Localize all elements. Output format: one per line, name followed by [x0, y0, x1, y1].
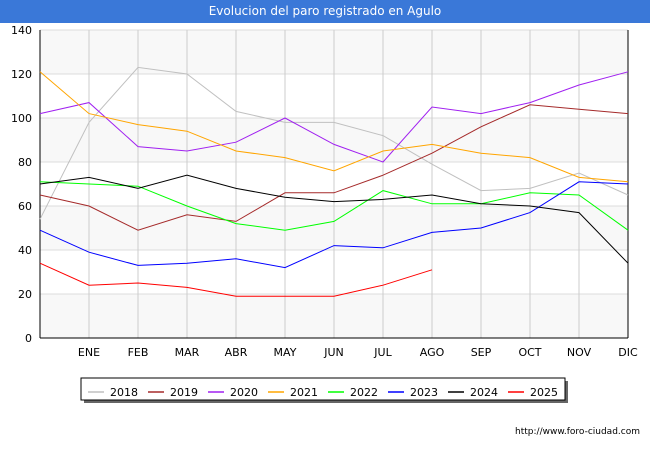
y-tick-label: 60	[18, 200, 32, 213]
x-tick-label: JUL	[373, 346, 392, 359]
x-tick-label: OCT	[518, 346, 541, 359]
x-tick-label: JUN	[323, 346, 344, 359]
x-tick-label: FEB	[128, 346, 149, 359]
legend-label: 2023	[410, 386, 438, 399]
legend-label: 2018	[110, 386, 138, 399]
y-tick-label: 20	[18, 288, 32, 301]
x-tick-label: ENE	[78, 346, 100, 359]
legend-label: 2022	[350, 386, 378, 399]
series-line-2022	[39, 181, 629, 231]
x-tick-label: MAR	[175, 346, 200, 359]
legend-label: 2020	[230, 386, 258, 399]
y-tick-label: 40	[18, 244, 32, 257]
x-tick-label: DIC	[618, 346, 638, 359]
series-line-2025	[39, 262, 433, 297]
x-tick-label: NOV	[567, 346, 592, 359]
series-line-2020	[39, 71, 629, 163]
series-line-2018	[39, 66, 629, 220]
x-tick-label: AGO	[420, 346, 445, 359]
y-tick-label: 140	[11, 24, 32, 37]
series-line-2024	[39, 174, 629, 264]
chart-title: Evolucion del paro registrado en Agulo	[0, 0, 650, 23]
legend-label: 2024	[470, 386, 498, 399]
y-tick-label: 120	[11, 68, 32, 81]
y-tick-label: 100	[11, 112, 32, 125]
x-tick-label: MAY	[274, 346, 297, 359]
legend-label: 2019	[170, 386, 198, 399]
x-tick-label: ABR	[225, 346, 248, 359]
y-tick-label: 0	[25, 332, 32, 345]
series-line-2019	[39, 104, 629, 231]
x-tick-label: SEP	[471, 346, 492, 359]
y-tick-label: 80	[18, 156, 32, 169]
series-line-2023	[39, 181, 629, 269]
source-url[interactable]: http://www.foro-ciudad.com	[515, 427, 640, 437]
legend	[80, 377, 566, 401]
series-line-2021	[39, 71, 629, 183]
legend-label: 2021	[290, 386, 318, 399]
legend-label: 2025	[530, 386, 558, 399]
